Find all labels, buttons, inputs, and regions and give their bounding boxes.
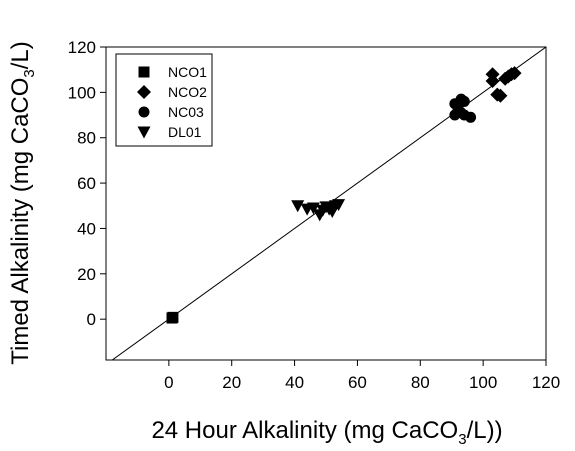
x-axis-title: 24 Hour Alkalinity (mg CaCO3/L)) — [151, 417, 502, 448]
data-point-dl01 — [306, 202, 320, 215]
data-point-dl01 — [332, 199, 346, 212]
x-tick-label: 80 — [411, 373, 430, 392]
y-axis-title-end: /L) — [7, 41, 34, 69]
legend-marker-dl01 — [137, 126, 151, 139]
x-tick-label: 40 — [285, 373, 304, 392]
data-markers — [166, 66, 522, 324]
legend-label-nco2: NCO2 — [168, 84, 207, 100]
legend: NCO1 NCO2 NC03 DL01 — [115, 53, 213, 147]
y-tick-label: 80 — [77, 129, 96, 148]
y-tick-label: 20 — [77, 265, 96, 284]
plot-area-frame — [105, 46, 547, 361]
x-axis-title-subscript: 3 — [458, 431, 466, 448]
y-tick-label: 60 — [77, 174, 96, 193]
x-axis-title-main: 24 Hour Alkalinity (mg CaCO — [151, 417, 458, 444]
data-point-nco2 — [485, 74, 500, 89]
legend-label-nc03: NC03 — [168, 104, 204, 120]
legend-box — [115, 53, 213, 147]
data-point-nco1 — [167, 311, 179, 323]
data-point-nc03 — [458, 95, 470, 107]
y-axis-title: Timed Alkalinity (mg CaCO3/L) — [7, 41, 38, 365]
y-tick-label: 120 — [68, 38, 96, 57]
y-tick-label: 100 — [68, 83, 96, 102]
legend-label-nco1: NCO1 — [168, 64, 207, 80]
y-axis-title-subscript: 3 — [21, 69, 38, 77]
x-tick-label: 60 — [348, 373, 367, 392]
x-axis: 0 20 40 60 80 100 120 — [164, 360, 560, 392]
x-tick-label: 20 — [222, 373, 241, 392]
y-axis: 0 20 40 60 80 100 120 — [68, 38, 106, 329]
data-point-dl01 — [291, 200, 305, 213]
y-axis-title-main: Timed Alkalinity (mg CaCO — [7, 78, 34, 365]
data-point-nco2 — [507, 66, 522, 81]
data-point-nco2 — [493, 88, 508, 103]
legend-marker-nc03 — [138, 106, 150, 118]
x-tick-label: 100 — [469, 373, 497, 392]
legend-marker-nco1 — [138, 66, 150, 78]
x-axis-title-end: /L)) — [467, 417, 503, 444]
legend-marker-nco2 — [137, 85, 151, 99]
data-point-nc03 — [465, 111, 477, 123]
x-tick-label: 0 — [164, 373, 173, 392]
x-tick-label: 120 — [532, 373, 560, 392]
y-tick-label: 40 — [77, 219, 96, 238]
legend-label-dl01: DL01 — [168, 124, 202, 140]
y-tick-label: 0 — [87, 310, 96, 329]
